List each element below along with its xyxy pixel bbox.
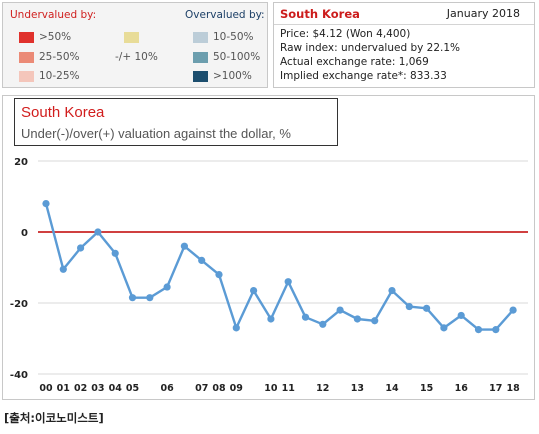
legend-label-25-50-under: 25-50%	[39, 51, 80, 63]
data-point	[163, 283, 171, 291]
y-tick-label: -20	[10, 299, 28, 310]
chart-panel	[2, 95, 535, 400]
x-tick-label: 08	[212, 383, 226, 394]
legend-swatch-10-50-over	[193, 32, 208, 43]
data-point	[301, 313, 310, 321]
x-tick-label: 17	[489, 383, 502, 394]
x-tick-label: 12	[316, 383, 329, 394]
data-point	[353, 315, 361, 323]
legend-label-10-50-over: 10-50%	[213, 31, 254, 43]
data-point	[94, 228, 102, 236]
x-tick-label: 11	[282, 383, 295, 394]
info-raw-index: Raw index: undervalued by 22.1%	[280, 42, 461, 54]
source-credit: [출처:이코노미스트]	[4, 411, 104, 425]
data-point	[111, 249, 119, 257]
series-line	[44, 203, 514, 331]
data-point	[267, 315, 275, 323]
x-tick-label: 09	[230, 383, 243, 394]
data-point	[405, 302, 413, 311]
legend-swatch-25-50-under	[19, 52, 34, 63]
x-tick-label: 10	[264, 383, 278, 394]
data-point	[492, 326, 500, 334]
y-tick-label: 20	[14, 157, 28, 168]
data-point	[336, 306, 344, 314]
data-point	[42, 200, 50, 208]
x-tick-label: 03	[91, 383, 104, 394]
chart-title-box: South Korea Under(-)/over(+) valuation a…	[14, 98, 338, 146]
info-actual-rate: Actual exchange rate: 1,069	[280, 56, 429, 68]
data-point	[423, 304, 431, 312]
legend-label-50-100-over: 50-100%	[213, 51, 261, 63]
legend-swatch-neutral	[124, 32, 139, 43]
info-country: South Korea	[280, 7, 360, 21]
legend-panel: Undervalued by: Overvalued by: >50% 25-5…	[2, 2, 268, 88]
data-point	[284, 278, 292, 286]
data-point	[146, 294, 154, 302]
data-point	[509, 306, 517, 314]
data-point	[440, 324, 448, 332]
data-point	[388, 286, 396, 295]
legend-label-10-25-under: 10-25%	[39, 70, 80, 82]
data-point	[457, 311, 465, 320]
data-point	[232, 324, 240, 332]
legend-label-gt100-over: >100%	[213, 70, 252, 82]
info-date: January 2018	[446, 7, 520, 20]
x-tick-label: 05	[126, 383, 139, 394]
x-tick-label: 16	[455, 383, 469, 394]
x-tick-label: 07	[195, 383, 208, 394]
x-tick-label: 06	[160, 383, 174, 394]
x-tick-label: 18	[506, 383, 520, 394]
legend-swatch-50-100-over	[193, 52, 208, 63]
data-point	[180, 242, 188, 250]
x-tick-label: 04	[109, 383, 123, 394]
legend-swatch-10-25-under	[19, 71, 34, 82]
info-implied-rate: Implied exchange rate*: 833.33	[280, 70, 447, 82]
country-info-panel: South Korea January 2018 Price: $4.12 (W…	[273, 2, 535, 88]
overvalued-title: Overvalued by:	[185, 9, 265, 21]
info-price: Price: $4.12 (Won 4,400)	[280, 28, 411, 40]
undervalued-title: Undervalued by:	[10, 9, 97, 21]
data-point	[77, 244, 85, 252]
chart-title: South Korea	[21, 104, 105, 121]
data-point	[215, 271, 223, 279]
chart-subtitle: Under(-)/over(+) valuation against the d…	[21, 126, 291, 141]
y-tick-label: 0	[21, 228, 28, 239]
data-point	[319, 320, 327, 328]
legend-label-gt50-under: >50%	[39, 31, 72, 43]
y-tick-label: -40	[10, 370, 28, 381]
legend-swatch-gt50-under	[19, 32, 34, 43]
info-divider	[274, 24, 534, 25]
legend-label-neutral: -/+ 10%	[115, 51, 158, 63]
x-tick-label: 01	[57, 383, 70, 394]
data-point	[128, 294, 137, 302]
data-point	[474, 326, 483, 334]
data-point	[59, 265, 67, 273]
x-tick-label: 14	[385, 383, 399, 394]
x-tick-label: 00	[39, 383, 53, 394]
x-tick-label: 02	[74, 383, 87, 394]
data-point	[371, 317, 379, 325]
x-tick-label: 15	[420, 383, 433, 394]
data-point	[250, 286, 258, 295]
legend-swatch-gt100-over	[193, 71, 208, 82]
data-point	[198, 256, 206, 264]
x-tick-label: 13	[351, 383, 364, 394]
